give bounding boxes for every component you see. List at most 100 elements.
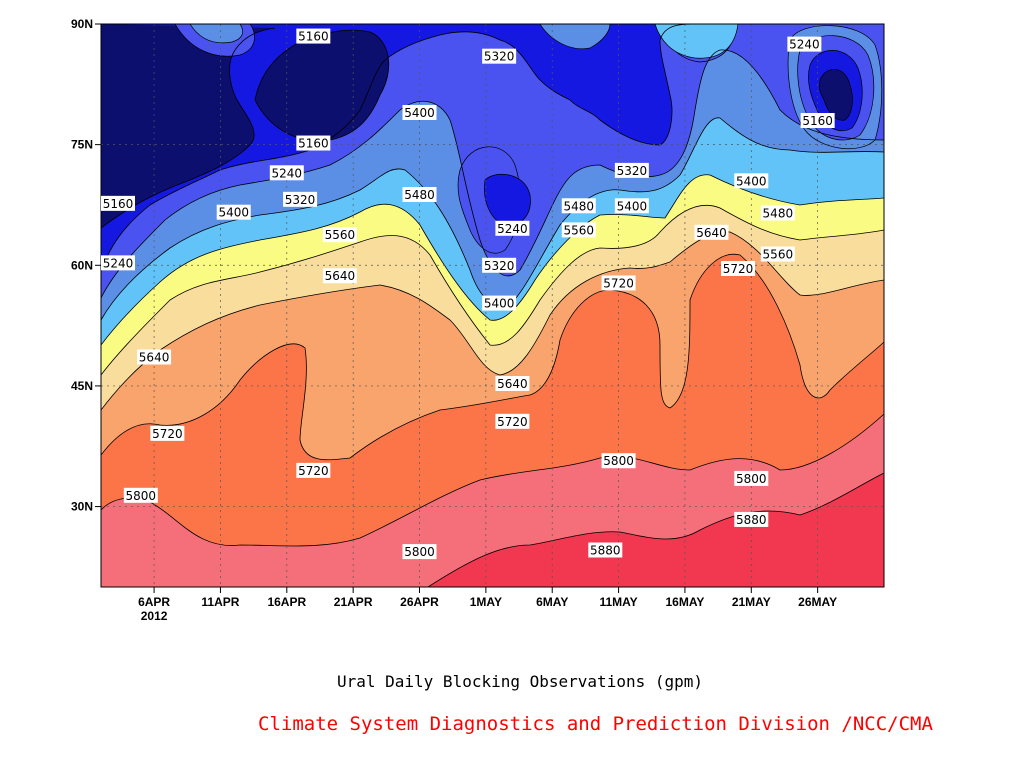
contour-line	[101, 24, 701, 273]
contour-label-box	[123, 487, 158, 503]
x-tick-label: 11APR	[201, 595, 239, 609]
contour-label-box	[561, 222, 596, 238]
y-tick-label: 60N	[71, 258, 93, 272]
contour-label: 5640	[137, 349, 172, 365]
y-tick-label: 90N	[71, 17, 93, 31]
contour-label: 5720	[601, 275, 636, 291]
contour-label: 5640	[495, 376, 530, 392]
contour-labels: 5160 5320 5240 5400 5160 5160 5240 5320 5160 5320…	[101, 28, 835, 560]
contour-line	[101, 231, 884, 411]
contour-label-box	[283, 191, 318, 207]
contour-label-box	[495, 376, 530, 392]
contour-label-box	[150, 425, 185, 441]
contour-line	[101, 204, 884, 376]
contour-label-text: 5160	[298, 137, 329, 151]
contour-label: 5560	[760, 246, 795, 262]
contour-label-text: 5800	[603, 454, 634, 468]
contour-label-text: 5640	[139, 350, 170, 364]
contour-label-text: 5720	[497, 415, 528, 429]
contour-line	[101, 253, 884, 461]
contour-label-box	[402, 104, 437, 120]
contour-label-text: 5240	[103, 256, 134, 270]
contour-label: 5720	[721, 261, 756, 277]
contour-label: 5880	[734, 511, 769, 527]
x-tick-label: 26APR	[400, 595, 439, 609]
contour-label-text: 5400	[484, 297, 515, 311]
x-tick-year-label: 2012	[141, 609, 168, 623]
contour-label: 5640	[322, 268, 357, 284]
contour-label: 5800	[402, 544, 437, 560]
y-tick-label: 45N	[71, 379, 93, 393]
x-tick-label: 16MAY	[665, 595, 704, 609]
contour-label: 5240	[787, 36, 822, 52]
contour-label-text: 5800	[126, 489, 157, 503]
contour-label: 5880	[588, 542, 623, 558]
x-tick-label: 21APR	[334, 595, 373, 609]
contour-label-box	[482, 48, 517, 64]
contour-label-box	[787, 36, 822, 52]
contour-label: 5160	[296, 28, 331, 44]
contour-label-text: 5560	[325, 228, 356, 242]
contour-label: 5400	[216, 204, 251, 220]
contour-label-text: 5240	[789, 38, 820, 52]
contour-label-text: 5800	[404, 545, 435, 559]
contour-label-text: 5640	[325, 269, 356, 283]
contour-label-text: 5560	[563, 223, 594, 237]
contour-label-box	[101, 195, 135, 211]
contour-label: 5400	[734, 173, 769, 189]
x-tick-label: 1MAY	[470, 595, 502, 609]
contour-label-text: 5720	[603, 276, 634, 290]
x-tick-label: 6MAY	[536, 595, 568, 609]
contour-label-box	[101, 255, 135, 271]
contour-label-box	[721, 261, 756, 277]
contour-label-box	[296, 28, 331, 44]
contour-label-text: 5320	[484, 259, 515, 273]
contour-label: 5400	[402, 104, 437, 120]
contour-band	[189, 24, 244, 44]
contour-label-box	[137, 349, 172, 365]
contour-label-text: 5720	[152, 427, 183, 441]
contour-label-text: 5240	[272, 166, 303, 180]
contour-label-box	[322, 268, 357, 284]
contour-line	[101, 27, 276, 229]
contour-label: 5720	[296, 462, 331, 478]
contour-label-box	[495, 220, 530, 236]
contour-line	[101, 49, 884, 299]
contour-label: 5800	[123, 487, 158, 503]
y-tick-label: 30N	[71, 500, 93, 514]
contour-label-box	[760, 205, 795, 221]
contour-label: 5400	[614, 198, 649, 214]
contour-label: 5240	[101, 255, 135, 271]
contour-label-text: 5240	[497, 222, 528, 236]
contour-label-box	[601, 453, 636, 469]
contour-label-box	[734, 173, 769, 189]
contour-label-text: 5480	[404, 188, 435, 202]
contour-label-text: 5480	[763, 207, 794, 221]
contour-label: 5800	[734, 470, 769, 486]
contour-label-box	[269, 165, 304, 181]
contour-label-text: 5160	[298, 30, 329, 44]
contour-label-box	[561, 198, 596, 214]
x-tick-label: 16APR	[267, 595, 306, 609]
contour-label-text: 5720	[298, 464, 329, 478]
contour-label: 5320	[482, 48, 517, 64]
contour-label: 5720	[495, 413, 530, 429]
contour-label: 5320	[614, 162, 649, 178]
contour-label-text: 5880	[736, 513, 767, 527]
contour-label: 5320	[482, 257, 517, 273]
contour-band	[255, 30, 389, 141]
contour-label: 5400	[482, 295, 517, 311]
contour-line	[101, 413, 884, 547]
contour-label: 5160	[296, 135, 331, 151]
x-axis-title: Ural Daily Blocking Observations (gpm)	[336, 672, 704, 691]
contour-label-text: 5320	[484, 50, 515, 64]
contour-line	[427, 472, 884, 587]
contour-label-box	[495, 413, 530, 429]
contour-line	[101, 174, 884, 346]
contour-label-text: 5400	[617, 199, 648, 213]
contour-label: 5240	[495, 220, 530, 236]
contour-band	[101, 24, 275, 228]
contour-label-text: 5880	[590, 544, 621, 558]
